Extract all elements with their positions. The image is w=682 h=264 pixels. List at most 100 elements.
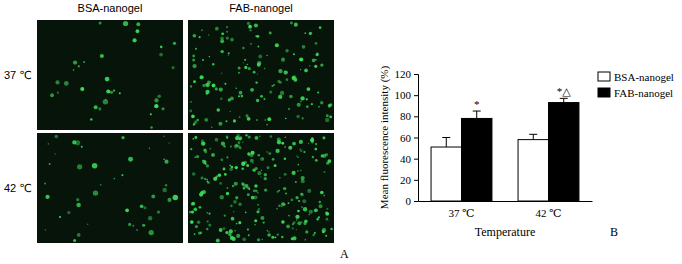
- fluorescent-spot: [290, 22, 293, 25]
- fluorescent-spot: [322, 230, 325, 233]
- fluorescent-spot: [253, 71, 256, 74]
- fluorescent-spot: [163, 158, 165, 160]
- fluorescent-spot: [308, 143, 310, 145]
- fluorescent-spot: [288, 146, 292, 150]
- fluorescent-spot: [312, 234, 315, 237]
- fluorescent-spot: [281, 202, 285, 206]
- fluorescent-spot: [263, 221, 265, 223]
- fluorescent-spot: [239, 91, 243, 95]
- fluorescent-spot: [255, 81, 257, 83]
- fluorescent-spot: [80, 87, 84, 91]
- fluorescent-spot: [238, 202, 242, 206]
- fluorescent-spot: [233, 200, 237, 204]
- fluorescent-spot: [307, 87, 311, 91]
- fluorescent-spot: [279, 81, 282, 84]
- fluorescent-spot: [284, 71, 286, 73]
- fluorescent-spot: [157, 94, 161, 98]
- fluorescent-spot: [223, 145, 226, 148]
- fluorescent-spot: [248, 234, 250, 236]
- fluorescent-spot: [291, 237, 294, 240]
- fluorescent-spot: [298, 200, 300, 202]
- fluorescent-spot: [317, 91, 319, 93]
- fluorescent-spot: [78, 65, 80, 67]
- fluorescent-spot: [247, 187, 250, 190]
- y-tick-label: 0: [406, 195, 412, 207]
- fluorescent-spot: [315, 159, 318, 162]
- fluorescent-spot: [326, 208, 328, 210]
- fluorescent-spot: [281, 236, 284, 239]
- fluorescent-spot: [285, 192, 287, 194]
- fluorescent-spot: [277, 191, 279, 193]
- fluorescent-spot: [192, 54, 195, 57]
- fluorescent-spot: [248, 136, 251, 139]
- fluorescent-spot: [256, 119, 258, 121]
- fluorescent-spot: [297, 210, 300, 213]
- plot-marks: [431, 98, 579, 201]
- fluorescent-spot: [162, 188, 166, 192]
- fluorescent-spot: [202, 192, 203, 193]
- fluorescent-spot: [260, 216, 264, 220]
- fluorescent-spot: [291, 199, 294, 202]
- fluorescent-spot: [202, 84, 206, 88]
- fluorescent-spot: [217, 108, 220, 111]
- fluorescent-spot: [136, 22, 140, 26]
- fluorescent-spot: [230, 205, 233, 208]
- fluorescent-spot: [44, 183, 46, 185]
- fluorescent-spot: [230, 38, 234, 42]
- fluorescent-spot: [328, 104, 331, 107]
- micrograph: [188, 133, 334, 243]
- fluorescent-spot: [307, 189, 311, 193]
- fluorescent-spot: [233, 211, 235, 213]
- fluorescent-spot: [301, 179, 305, 183]
- fluorescent-spot: [325, 118, 329, 122]
- fluorescent-spot: [165, 184, 168, 187]
- micrograph: [188, 20, 334, 130]
- fluorescent-spot: [254, 224, 255, 225]
- fluorescent-spot: [242, 47, 244, 49]
- fluorescent-spot: [269, 31, 272, 34]
- fluorescent-spot: [299, 57, 303, 61]
- fluorescent-spot: [300, 96, 304, 100]
- fluorescent-spot: [207, 181, 210, 184]
- fluorescent-spot: [132, 225, 134, 227]
- fluorescent-spot: [164, 160, 168, 164]
- y-tick-mark: [414, 201, 418, 202]
- error-bar: [529, 134, 537, 139]
- fluorescent-spot: [277, 233, 279, 235]
- fluorescent-spot: [73, 60, 77, 64]
- fluorescent-spot: [209, 148, 211, 150]
- fluorescent-spot: [148, 216, 152, 220]
- fluorescent-spot: [218, 173, 222, 177]
- fluorescent-spot: [309, 210, 313, 214]
- fluorescent-spot: [219, 87, 223, 91]
- fluorescent-spot: [201, 141, 205, 145]
- fluorescent-spot: [215, 27, 219, 31]
- fluorescent-spot: [250, 88, 254, 92]
- fluorescent-spot: [236, 134, 239, 137]
- fluorescent-spot: [257, 238, 260, 241]
- fluorescent-spot: [310, 138, 314, 142]
- error-bar-stem: [476, 111, 477, 118]
- fluorescent-spot: [228, 98, 231, 101]
- fluorescent-spot: [226, 192, 229, 195]
- y-tick-mark: [414, 116, 418, 117]
- fluorescent-spot: [263, 98, 265, 100]
- fluorescent-spot: [266, 151, 268, 153]
- fluorescent-spot: [76, 203, 81, 208]
- fluorescent-spot: [226, 156, 228, 158]
- fluorescent-spot: [73, 69, 75, 71]
- fluorescent-spot: [245, 114, 248, 117]
- fluorescent-spot: [249, 29, 252, 32]
- fluorescent-spot: [247, 228, 249, 230]
- fluorescent-spot: [315, 143, 317, 145]
- fluorescent-spot: [226, 192, 229, 195]
- fluorescent-spot: [248, 25, 252, 29]
- fluorescent-spot: [292, 76, 296, 80]
- fluorescent-spot: [323, 195, 325, 197]
- fluorescent-spot: [190, 220, 194, 224]
- fluorescent-spot: [257, 204, 259, 206]
- fluorescent-spot: [194, 120, 197, 123]
- y-tick: 80: [400, 110, 418, 122]
- fluorescent-spot: [106, 89, 110, 93]
- fluorescent-spot: [304, 69, 308, 73]
